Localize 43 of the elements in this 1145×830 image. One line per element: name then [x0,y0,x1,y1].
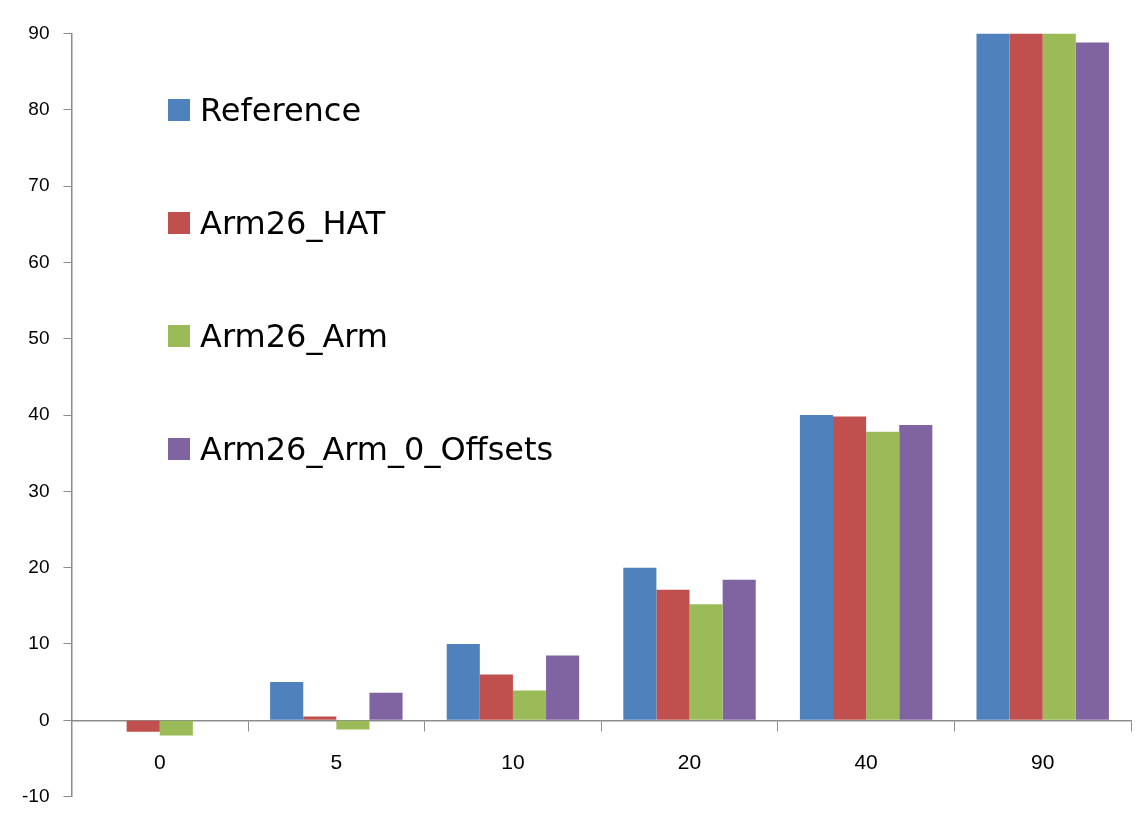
bar [656,589,690,720]
x-tick-label: 90 [1031,749,1055,773]
bar [512,690,547,720]
y-tick-label: 20 [28,555,50,577]
legend-label: Arm26_Arm_0_Offsets [200,429,554,468]
bar [1042,33,1076,720]
legend-label: Arm26_HAT [200,203,386,242]
y-tick-label: 40 [28,403,50,425]
bar [689,604,723,720]
x-tick-label: 10 [501,749,525,773]
bar [799,415,834,720]
bar [976,33,1010,720]
bar [446,643,480,720]
bar [899,424,933,720]
y-tick-label: 10 [28,632,50,654]
x-tick-label: 40 [854,749,878,773]
x-tick-label: 5 [330,749,343,773]
y-tick-label: 70 [28,174,50,196]
x-tick-label: 0 [153,749,166,773]
bar [722,579,756,720]
bar [479,674,513,720]
bar [866,431,900,720]
bar [159,720,193,736]
bar [270,682,304,720]
bar [369,692,403,720]
y-tick-label: 60 [28,250,50,272]
bar [336,720,370,730]
y-tick-label: 90 [28,21,50,43]
bar [623,567,657,720]
bar [1075,42,1109,720]
y-tick-label: -10 [21,784,50,806]
legend-label: Reference [200,90,362,129]
bar [303,716,337,720]
x-tick-label: 20 [677,749,702,773]
legend-label: Arm26_Arm [200,316,389,355]
y-tick-label: 50 [28,326,50,348]
bar [833,416,867,720]
bar [126,720,160,732]
y-tick-label: 0 [38,708,50,730]
bar [1009,33,1043,720]
bar [546,655,580,720]
y-tick-label: 30 [28,479,50,501]
y-tick-label: 80 [28,97,50,119]
